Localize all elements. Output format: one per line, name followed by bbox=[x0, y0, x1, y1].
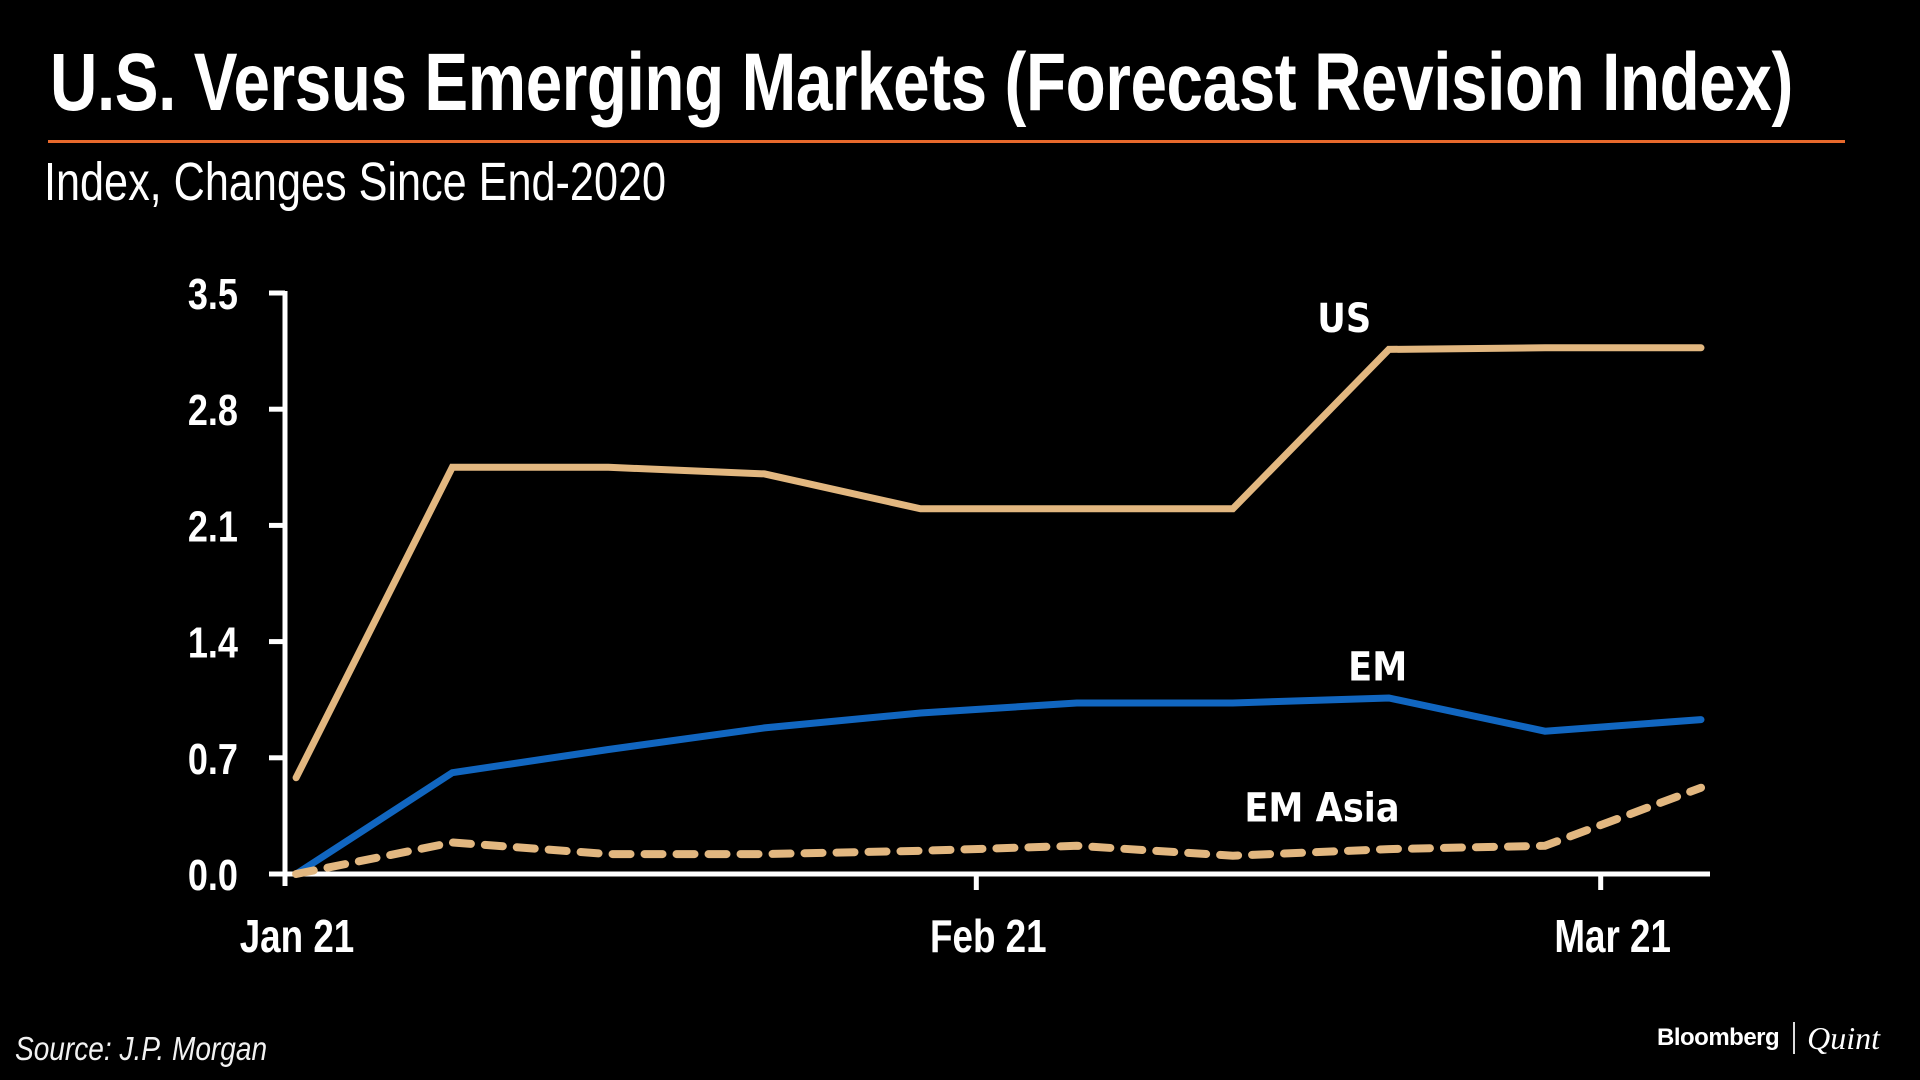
series-lines bbox=[292, 344, 1705, 878]
series-label-em-asia: EM Asia bbox=[1244, 784, 1399, 831]
brand-bloomberg: Bloomberg bbox=[1657, 1024, 1780, 1051]
series-line-em bbox=[292, 694, 1705, 878]
y-tick-label: 1.4 bbox=[188, 618, 239, 667]
series-label-em: EM bbox=[1348, 643, 1407, 690]
brand-quint: Quint bbox=[1807, 1019, 1881, 1056]
y-tick-label: 0.7 bbox=[188, 734, 238, 783]
x-tick-label: Jan 21 bbox=[240, 910, 355, 962]
series-line-em-asia bbox=[292, 783, 1705, 878]
y-tick-label: 2.1 bbox=[188, 502, 238, 551]
y-tick-label: 2.8 bbox=[188, 386, 238, 435]
x-tick-label: Feb 21 bbox=[930, 910, 1047, 962]
brand-separator bbox=[1793, 1022, 1796, 1054]
y-tick-label: 0.0 bbox=[188, 851, 238, 900]
brand-logo: Bloomberg Quint bbox=[1657, 1018, 1880, 1058]
y-tick-label: 3.5 bbox=[188, 270, 238, 319]
source-note: Source: J.P. Morgan bbox=[15, 1030, 268, 1067]
series-line-us bbox=[292, 344, 1705, 782]
x-tick-label: Mar 21 bbox=[1554, 910, 1671, 962]
axes: 0.0 0.7 1.4 2.1 2.8 3.5 Jan 21 Feb 21 Mar 21 bbox=[188, 270, 1710, 962]
series-label-us: US bbox=[1317, 295, 1371, 342]
chart-title: U.S. Versus Emerging Markets (Forecast R… bbox=[50, 37, 1793, 128]
title-divider bbox=[48, 140, 1845, 143]
series-labels: US EM EM Asia bbox=[1244, 295, 1407, 831]
chart-subtitle: Index, Changes Since End-2020 bbox=[44, 152, 667, 212]
